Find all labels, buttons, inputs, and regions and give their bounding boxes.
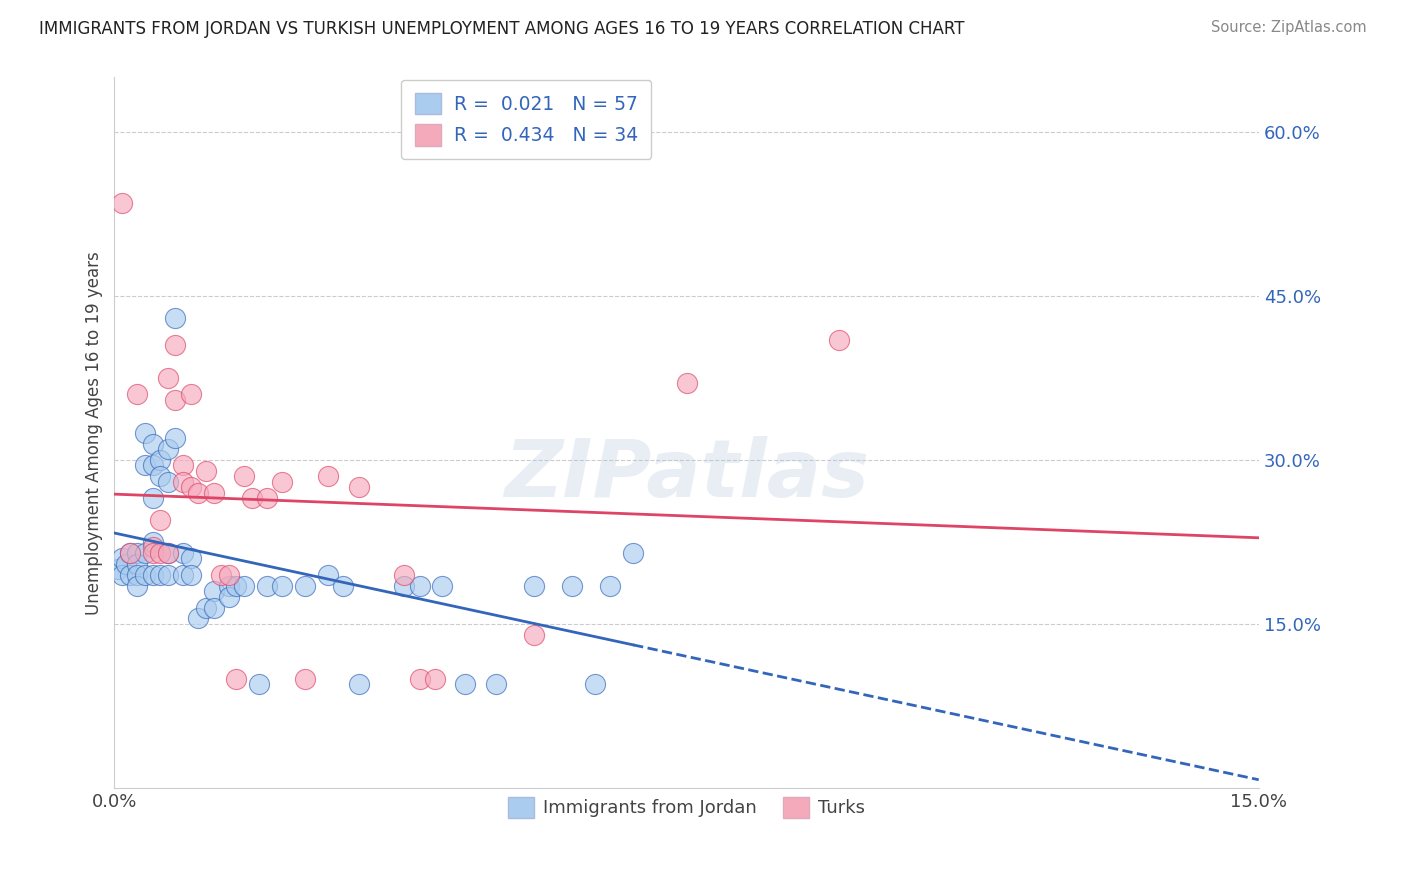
Point bbox=[149, 567, 172, 582]
Point bbox=[432, 579, 454, 593]
Point bbox=[127, 557, 149, 571]
Point bbox=[172, 458, 194, 473]
Point bbox=[180, 480, 202, 494]
Point bbox=[165, 431, 187, 445]
Point bbox=[156, 475, 179, 489]
Point bbox=[118, 546, 141, 560]
Point bbox=[454, 677, 477, 691]
Point bbox=[240, 491, 263, 506]
Point bbox=[394, 567, 416, 582]
Point bbox=[347, 480, 370, 494]
Point bbox=[142, 541, 165, 555]
Point bbox=[127, 387, 149, 401]
Point bbox=[142, 491, 165, 506]
Point bbox=[118, 567, 141, 582]
Point bbox=[233, 469, 256, 483]
Point bbox=[134, 567, 156, 582]
Point bbox=[271, 475, 294, 489]
Point bbox=[202, 600, 225, 615]
Point bbox=[423, 672, 446, 686]
Point bbox=[149, 546, 172, 560]
Point bbox=[180, 567, 202, 582]
Point bbox=[180, 387, 202, 401]
Point bbox=[127, 579, 149, 593]
Point bbox=[218, 579, 240, 593]
Point bbox=[256, 491, 278, 506]
Point bbox=[115, 557, 138, 571]
Point bbox=[225, 579, 247, 593]
Point bbox=[142, 546, 165, 560]
Point bbox=[134, 458, 156, 473]
Point bbox=[156, 546, 179, 560]
Point bbox=[394, 579, 416, 593]
Point bbox=[408, 579, 430, 593]
Point bbox=[107, 562, 129, 576]
Point bbox=[247, 677, 270, 691]
Point bbox=[142, 458, 165, 473]
Legend: Immigrants from Jordan, Turks: Immigrants from Jordan, Turks bbox=[501, 789, 872, 825]
Point bbox=[127, 567, 149, 582]
Point bbox=[561, 579, 583, 593]
Point bbox=[156, 567, 179, 582]
Point bbox=[271, 579, 294, 593]
Point bbox=[218, 590, 240, 604]
Point bbox=[149, 513, 172, 527]
Point bbox=[294, 579, 316, 593]
Point bbox=[172, 546, 194, 560]
Point bbox=[408, 672, 430, 686]
Point bbox=[347, 677, 370, 691]
Point bbox=[316, 567, 339, 582]
Point bbox=[149, 469, 172, 483]
Point bbox=[149, 453, 172, 467]
Point bbox=[187, 611, 209, 625]
Point bbox=[111, 551, 134, 566]
Point bbox=[194, 600, 217, 615]
Point bbox=[256, 579, 278, 593]
Text: Source: ZipAtlas.com: Source: ZipAtlas.com bbox=[1211, 20, 1367, 35]
Point bbox=[142, 567, 165, 582]
Point bbox=[156, 442, 179, 456]
Point bbox=[209, 567, 232, 582]
Point bbox=[485, 677, 508, 691]
Point bbox=[523, 579, 546, 593]
Y-axis label: Unemployment Among Ages 16 to 19 years: Unemployment Among Ages 16 to 19 years bbox=[86, 251, 103, 615]
Point bbox=[202, 485, 225, 500]
Point bbox=[202, 584, 225, 599]
Point bbox=[172, 567, 194, 582]
Point bbox=[583, 677, 606, 691]
Point bbox=[523, 628, 546, 642]
Point bbox=[316, 469, 339, 483]
Point bbox=[156, 546, 179, 560]
Text: ZIPatlas: ZIPatlas bbox=[505, 436, 869, 515]
Point bbox=[111, 567, 134, 582]
Point bbox=[225, 672, 247, 686]
Point bbox=[127, 546, 149, 560]
Point bbox=[134, 425, 156, 440]
Point bbox=[134, 546, 156, 560]
Point bbox=[621, 546, 644, 560]
Point bbox=[118, 546, 141, 560]
Point bbox=[165, 338, 187, 352]
Point bbox=[194, 464, 217, 478]
Point bbox=[165, 310, 187, 325]
Point bbox=[142, 535, 165, 549]
Text: IMMIGRANTS FROM JORDAN VS TURKISH UNEMPLOYMENT AMONG AGES 16 TO 19 YEARS CORRELA: IMMIGRANTS FROM JORDAN VS TURKISH UNEMPL… bbox=[39, 20, 965, 37]
Point bbox=[187, 485, 209, 500]
Point bbox=[675, 376, 697, 391]
Point bbox=[156, 371, 179, 385]
Point bbox=[111, 196, 134, 211]
Point bbox=[828, 333, 851, 347]
Point bbox=[599, 579, 621, 593]
Point bbox=[332, 579, 354, 593]
Point bbox=[233, 579, 256, 593]
Point bbox=[180, 551, 202, 566]
Point bbox=[165, 392, 187, 407]
Point bbox=[218, 567, 240, 582]
Point bbox=[142, 436, 165, 450]
Point bbox=[172, 475, 194, 489]
Point bbox=[294, 672, 316, 686]
